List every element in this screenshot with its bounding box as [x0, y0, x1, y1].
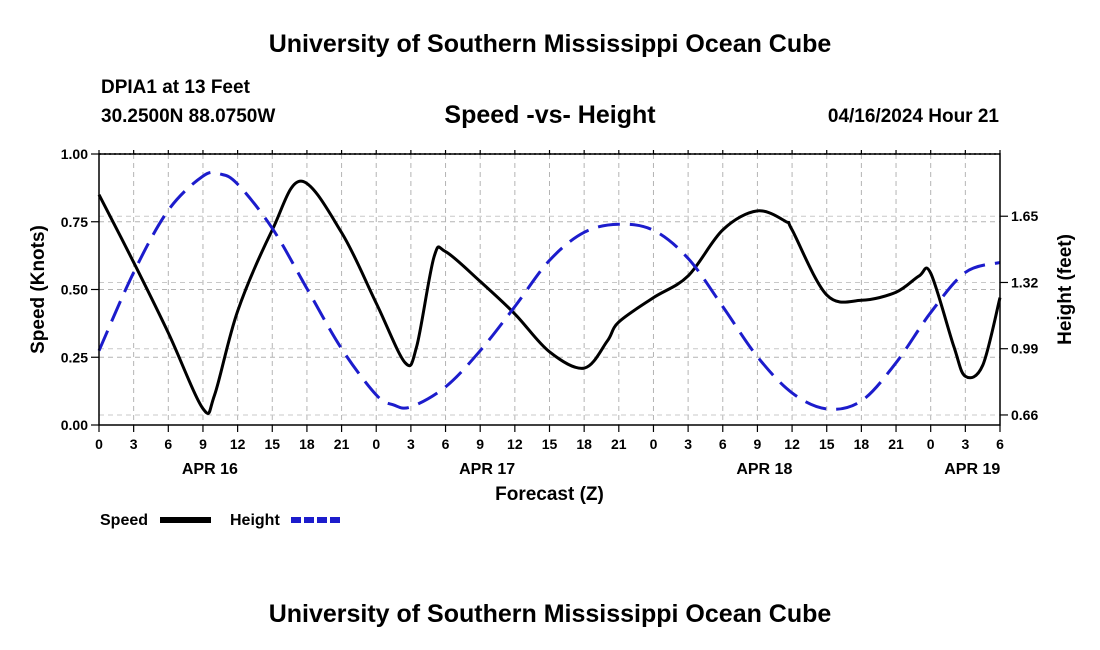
forecast-datetime: 04/16/2024 Hour 21 — [827, 106, 999, 127]
day-label: APR 17 — [459, 461, 515, 478]
y-tick-label: 0.25 — [61, 349, 88, 365]
legend-label-speed: Speed — [100, 512, 148, 529]
x-tick-label: 12 — [507, 436, 523, 452]
y2-tick-label: 0.66 — [1011, 407, 1038, 423]
x-tick-label: 15 — [819, 436, 835, 452]
legend: Speed Height — [100, 512, 342, 529]
x-tick-label: 3 — [130, 436, 138, 452]
x-tick-label: 6 — [442, 436, 450, 452]
x-tick-label: 18 — [576, 436, 592, 452]
y2-tick-label: 1.65 — [1011, 208, 1038, 224]
legend-label-height: Height — [230, 512, 280, 529]
x-tick-label: 15 — [542, 436, 558, 452]
y2-axis-title: Height (feet) — [1055, 234, 1076, 345]
y2-tick-label: 1.32 — [1011, 274, 1038, 290]
x-tick-label: 18 — [854, 436, 870, 452]
x-tick-label: 3 — [407, 436, 415, 452]
x-tick-label: 9 — [199, 436, 207, 452]
x-tick-label: 21 — [611, 436, 627, 452]
day-label: APR 18 — [736, 461, 792, 478]
day-label: APR 19 — [944, 461, 1000, 478]
x-tick-label: 0 — [372, 436, 380, 452]
axis-layer: 0 3 6 9 12 15 18 21 0 3 6 9 12 15 18 21 0 3 6 9 12 15 18 21 0 3 6A… — [61, 146, 1039, 478]
day-label: APR 16 — [182, 461, 238, 478]
x-tick-label: 21 — [888, 436, 904, 452]
main-title: University of Southern Mississippi Ocean… — [268, 30, 832, 58]
x-tick-label: 21 — [334, 436, 350, 452]
x-tick-label: 0 — [95, 436, 103, 452]
station-label: DPIA1 at 13 Feet — [101, 77, 250, 98]
x-tick-label: 0 — [650, 436, 658, 452]
x-tick-label: 12 — [784, 436, 800, 452]
y-axis-title: Speed (Knots) — [28, 225, 49, 354]
x-tick-label: 6 — [719, 436, 727, 452]
footer-title: University of Southern Mississippi Ocean… — [268, 600, 832, 628]
y-tick-label: 1.00 — [61, 146, 88, 162]
x-tick-label: 6 — [996, 436, 1004, 452]
coordinates-label: 30.2500N 88.0750W — [101, 106, 276, 127]
x-axis-title: Forecast (Z) — [495, 484, 604, 505]
series-line-speed — [97, 179, 1002, 415]
y-tick-label: 0.75 — [61, 214, 88, 230]
chart-subtitle: Speed -vs- Height — [444, 101, 656, 129]
x-tick-label: 9 — [754, 436, 762, 452]
x-tick-label: 0 — [927, 436, 935, 452]
y2-tick-label: 0.99 — [1011, 341, 1038, 357]
series-line-height — [97, 170, 1001, 411]
x-tick-label: 18 — [299, 436, 315, 452]
x-tick-label: 6 — [164, 436, 172, 452]
x-tick-label: 15 — [264, 436, 280, 452]
y-tick-label: 0.00 — [61, 417, 88, 433]
x-tick-label: 3 — [961, 436, 969, 452]
x-tick-label: 9 — [476, 436, 484, 452]
x-tick-label: 3 — [684, 436, 692, 452]
y-tick-label: 0.50 — [61, 282, 88, 298]
x-tick-label: 12 — [230, 436, 246, 452]
grid-layer — [99, 154, 1000, 425]
